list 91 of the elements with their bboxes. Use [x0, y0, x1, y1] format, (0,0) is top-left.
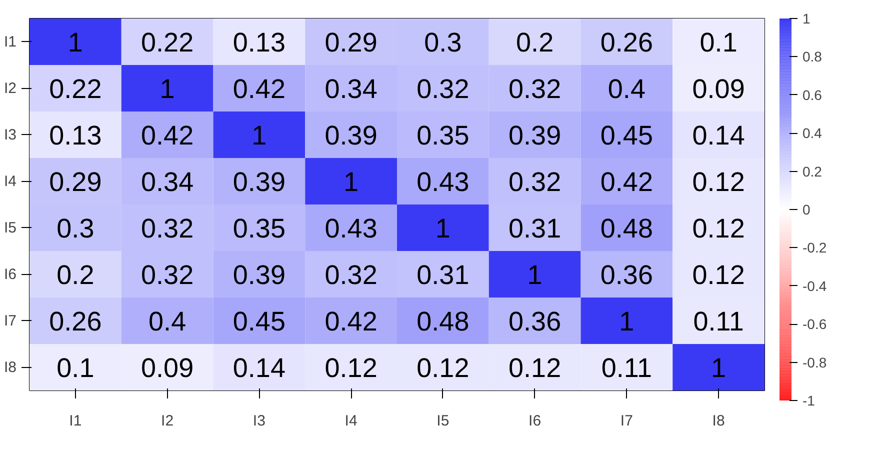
data-label: 0.39: [232, 260, 286, 290]
data-label: 0.48: [600, 213, 653, 244]
data-label: 0.43: [324, 213, 378, 244]
data-label: 0.2: [56, 260, 94, 290]
data-label: 0.39: [508, 120, 562, 150]
data-label: 0.31: [416, 260, 470, 290]
data-label: 0.45: [232, 306, 286, 336]
y-tick-label: I1: [4, 33, 17, 50]
data-label: 0.42: [324, 306, 378, 336]
data-label: 0.09: [141, 352, 194, 383]
color-bar-label: -0.4: [802, 278, 827, 294]
data-label: 0.11: [693, 306, 744, 336]
x-tick-label: I5: [436, 412, 450, 430]
data-label: 0.43: [416, 166, 470, 197]
data-label: 0.32: [508, 166, 562, 197]
x-tick-label: I7: [620, 412, 633, 430]
data-label: 0.32: [141, 260, 194, 290]
data-label: 1: [711, 352, 726, 383]
data-label: 1: [344, 166, 359, 197]
x-tick-label: I1: [69, 412, 82, 430]
color-bar-label: -0.8: [802, 354, 827, 370]
data-label: 1: [619, 306, 634, 336]
color-bar-label: -1: [802, 392, 816, 408]
data-label: 0.12: [508, 352, 562, 383]
data-label: 0.12: [692, 213, 745, 244]
data-label: 0.26: [49, 306, 102, 336]
data-label: 0.48: [416, 306, 470, 336]
y-tick-label: I4: [4, 172, 17, 190]
data-label: 1: [435, 213, 450, 244]
data-label: 0.29: [49, 166, 102, 197]
data-label: 0.42: [600, 166, 653, 197]
y-tick-label: I2: [4, 80, 17, 97]
data-label: 0.1: [700, 27, 738, 58]
data-label: 0.14: [232, 352, 286, 383]
data-label: 0.39: [324, 120, 378, 150]
data-label: 1: [252, 120, 267, 150]
data-label: 0.39: [232, 166, 286, 197]
data-label: 0.32: [416, 74, 470, 104]
data-label: 0.36: [508, 306, 562, 336]
color-bar-label: -0.2: [802, 240, 827, 256]
data-label: 0.13: [49, 120, 102, 150]
color-bar-label: -0.6: [802, 316, 827, 332]
x-tick-label: I3: [252, 412, 266, 430]
data-label: 0.45: [600, 120, 653, 150]
y-tick-label: I5: [4, 219, 17, 236]
color-bar-label: 0.2: [802, 163, 822, 180]
data-label: 0.12: [324, 352, 378, 383]
y-tick-label: I7: [4, 312, 17, 330]
data-label: 0.12: [692, 166, 745, 197]
data-label: 0.32: [141, 213, 194, 244]
data-label: 0.35: [232, 213, 286, 244]
data-label: 1: [527, 260, 542, 290]
data-label: 0.26: [600, 27, 653, 58]
x-tick-label: I2: [161, 412, 174, 430]
data-label: 0.22: [141, 27, 194, 58]
color-bar-label: 0: [802, 202, 810, 218]
data-label: 0.12: [416, 352, 470, 383]
y-tick-label: I6: [4, 266, 17, 283]
data-label: 0.42: [232, 74, 286, 104]
data-label: 1: [68, 27, 83, 58]
data-label: 0.4: [608, 74, 646, 104]
x-tick-label: I6: [528, 412, 542, 430]
data-label: 0.2: [516, 27, 554, 58]
data-label: 0.09: [692, 74, 745, 104]
color-bar-label: 0.8: [802, 48, 822, 65]
data-label: 0.14: [692, 120, 745, 150]
data-label: 0.42: [141, 120, 194, 150]
color-bar-label: 1: [802, 10, 810, 26]
data-label: 0.4: [148, 306, 186, 336]
data-label: 0.32: [508, 74, 562, 104]
data-label: 0.36: [600, 260, 653, 290]
data-label: 0.12: [692, 260, 745, 290]
data-label: 0.13: [232, 27, 286, 58]
data-label: 0.31: [508, 213, 562, 244]
data-label: 0.11: [601, 352, 652, 383]
data-label: 0.29: [324, 27, 378, 58]
x-tick-label: I4: [344, 412, 358, 430]
data-label: 0.35: [416, 120, 470, 150]
data-label: 0.34: [324, 74, 378, 104]
color-bar-label: 0.6: [802, 86, 822, 103]
color-bar-label: 0.4: [802, 125, 822, 142]
data-label: 0.3: [424, 27, 462, 58]
y-tick-label: I3: [4, 126, 17, 144]
y-tick-label: I8: [4, 358, 17, 376]
x-tick-label: I8: [712, 412, 725, 430]
data-label: 0.3: [56, 213, 94, 244]
data-label: 0.32: [324, 260, 378, 290]
data-label: 1: [160, 74, 175, 104]
data-label: 0.34: [141, 166, 194, 197]
data-label: 0.22: [49, 74, 102, 104]
data-label: 0.1: [56, 352, 94, 383]
